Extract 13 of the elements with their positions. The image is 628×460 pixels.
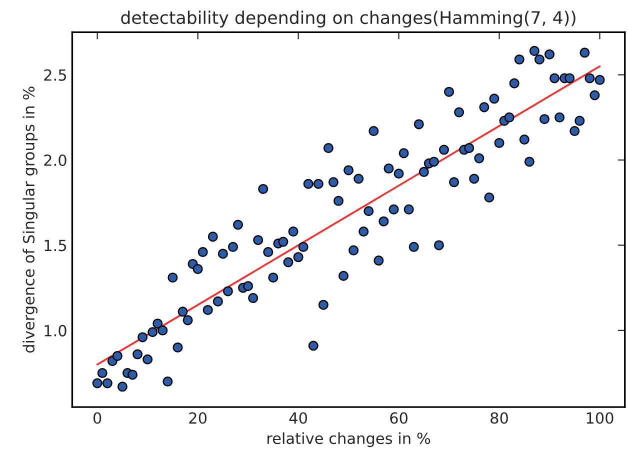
y-tick-label: 1.0 [44, 324, 66, 336]
x-tick-label: 20 [189, 412, 207, 424]
y-tick-label: 2.0 [44, 154, 66, 166]
y-axis-title: divergence of Singular groups in % [22, 86, 38, 353]
x-tick-label: 0 [93, 412, 102, 424]
x-axis-title: relative changes in % [268, 432, 430, 448]
chart-title: detectability depending on changes(Hamming(7, 4)) [121, 10, 576, 28]
x-tick-label: 40 [289, 412, 308, 424]
y-tick-label: 1.5 [44, 240, 66, 252]
x-tick-label: 60 [390, 412, 408, 424]
x-tick-label: 100 [586, 412, 614, 424]
y-tick-label: 2.5 [44, 69, 66, 81]
x-tick-label: 80 [490, 412, 508, 424]
